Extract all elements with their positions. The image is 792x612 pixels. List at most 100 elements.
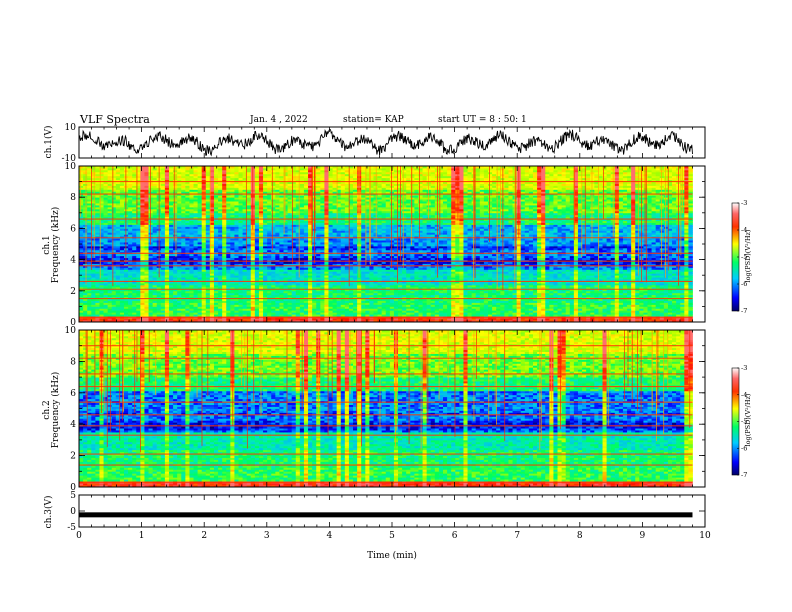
- heatmap-cell: [83, 284, 88, 288]
- heatmap-cell: [119, 308, 125, 311]
- heatmap-cell: [91, 294, 96, 298]
- heatmap-cell: [631, 298, 636, 301]
- heatmap-cell: [168, 306, 174, 309]
- heatmap-cell: [541, 294, 546, 298]
- heatmap-cell: [369, 290, 374, 294]
- heatmap-cell: [115, 296, 121, 299]
- heatmap-cell: [614, 304, 620, 307]
- heatmap-cell: [508, 277, 513, 280]
- heatmap-cell: [275, 302, 280, 305]
- heatmap-cell: [451, 310, 456, 313]
- heatmap-cell: [561, 300, 567, 303]
- heatmap-cell: [136, 320, 141, 323]
- heatmap-cell: [385, 292, 391, 296]
- heatmap-cell: [639, 312, 644, 315]
- heatmap-cell: [561, 314, 567, 317]
- heatmap-cell: [667, 294, 673, 298]
- heatmap-cell: [271, 310, 276, 313]
- heatmap-cell: [443, 302, 448, 305]
- heatmap-cell: [393, 281, 399, 284]
- heatmap-cell: [316, 318, 321, 321]
- heatmap-cell: [324, 277, 329, 280]
- heatmap-cell: [455, 292, 460, 296]
- heatmap-cell: [271, 300, 276, 303]
- heatmap-cell: [287, 304, 293, 307]
- heatmap-cell: [275, 300, 280, 303]
- heatmap-cell: [537, 284, 542, 288]
- heatmap-cell: [553, 281, 558, 284]
- heatmap-cell: [111, 279, 117, 282]
- heatmap-cell: [181, 300, 186, 303]
- heatmap-cell: [418, 310, 423, 313]
- heatmap-cell: [328, 290, 333, 294]
- heatmap-cell: [381, 275, 387, 278]
- heatmap-cell: [246, 314, 252, 317]
- heatmap-cell: [406, 294, 411, 298]
- heatmap-cell: [246, 284, 252, 288]
- heatmap-cell: [569, 298, 575, 301]
- heatmap-cell: [144, 281, 149, 284]
- heatmap-cell: [373, 304, 378, 307]
- heatmap-cell: [496, 318, 501, 321]
- heatmap-cell: [373, 310, 378, 313]
- heatmap-cell: [209, 281, 215, 284]
- heatmap-cell: [598, 292, 603, 296]
- heatmap-cell: [365, 286, 370, 290]
- heatmap-cell: [627, 318, 632, 321]
- heatmap-cell: [369, 298, 374, 301]
- heatmap-cell: [254, 318, 260, 321]
- heatmap-cell: [545, 284, 550, 288]
- heatmap-cell: [377, 302, 383, 305]
- heatmap-cell: [328, 284, 333, 288]
- heatmap-cell: [606, 298, 612, 301]
- heatmap-cell: [344, 318, 350, 321]
- heatmap-cell: [132, 279, 137, 282]
- heatmap-cell: [627, 310, 632, 313]
- heatmap-cell: [573, 306, 579, 309]
- heatmap-cell: [487, 320, 493, 323]
- heatmap-cell: [132, 292, 137, 296]
- heatmap-cell: [283, 273, 288, 276]
- heatmap-cell: [545, 304, 550, 307]
- heatmap-cell: [618, 284, 624, 288]
- heatmap-cell: [582, 277, 587, 280]
- heatmap-cell: [438, 292, 444, 296]
- heatmap-cell: [504, 312, 509, 315]
- heatmap-cell: [516, 308, 522, 311]
- heatmap-cell: [209, 283, 215, 286]
- heatmap-cell: [434, 294, 440, 298]
- heatmap-cell: [610, 312, 616, 315]
- heatmap-cell: [479, 300, 485, 303]
- chart-title: VLF Spectra: [79, 113, 150, 126]
- heatmap-cell: [582, 314, 587, 317]
- heatmap-cell: [528, 281, 534, 284]
- heatmap-cell: [430, 302, 436, 305]
- heatmap-cell: [684, 296, 689, 299]
- heatmap-cell: [79, 294, 84, 298]
- heatmap-cell: [524, 296, 530, 299]
- heatmap-cell: [258, 300, 264, 303]
- heatmap-cell: [393, 296, 399, 299]
- heatmap-cell: [459, 275, 464, 278]
- heatmap-cell: [197, 314, 203, 317]
- heatmap-cell: [430, 277, 436, 280]
- heatmap-cell: [684, 320, 689, 323]
- heatmap-cell: [275, 306, 280, 309]
- heatmap-cell: [573, 302, 579, 305]
- heatmap-cell: [389, 288, 395, 292]
- heatmap-cell: [471, 298, 477, 301]
- heatmap-cell: [324, 279, 329, 282]
- heatmap-cell: [140, 308, 145, 311]
- heatmap-cell: [483, 279, 489, 282]
- heatmap-cell: [246, 310, 252, 313]
- heatmap-cell: [132, 320, 137, 323]
- heatmap-cell: [365, 296, 370, 299]
- heatmap-cell: [443, 304, 448, 307]
- heatmap-cell: [242, 275, 248, 278]
- heatmap-cell: [504, 284, 509, 288]
- heatmap-cell: [320, 290, 325, 294]
- heatmap-cell: [443, 298, 448, 301]
- heatmap-cell: [655, 304, 661, 307]
- heatmap-cell: [160, 284, 166, 288]
- heatmap-cell: [271, 292, 276, 296]
